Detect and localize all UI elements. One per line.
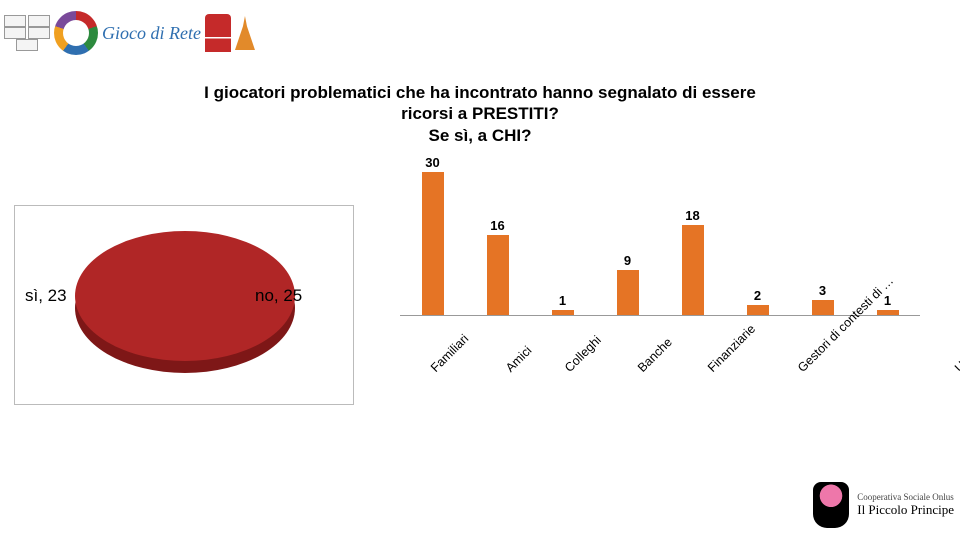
bar-plot: 30161918231	[400, 155, 920, 315]
header-logos: Gioco di Rete	[4, 4, 344, 62]
bar	[812, 300, 834, 315]
bar-category: Usura	[952, 341, 960, 434]
bar-value: 30	[425, 155, 439, 170]
tower-logo	[235, 16, 255, 50]
bar-category: Finanziarie	[705, 322, 818, 435]
sponsor-logos	[4, 15, 50, 51]
bar-value: 16	[490, 218, 504, 233]
coop-name: Il Piccolo Principe	[857, 503, 954, 517]
bar-slot: 3	[790, 155, 855, 315]
bar-value: 18	[685, 208, 699, 223]
bar-slot: 2	[725, 155, 790, 315]
bar	[422, 172, 444, 315]
bar-slot: 18	[660, 155, 725, 315]
bar-category: Familiari	[428, 332, 531, 435]
bar-xlabels: FamiliariAmiciColleghiBancheFinanziarieG…	[400, 323, 920, 463]
brand-logo	[54, 11, 98, 55]
slide-title: I giocatori problematici che ha incontra…	[0, 82, 960, 146]
pie-label-si: sì, 23	[25, 286, 67, 306]
bar	[747, 305, 769, 315]
bar	[617, 270, 639, 315]
ribbon-logo	[205, 14, 231, 52]
brand-name: Gioco di Rete	[102, 23, 201, 44]
pie-label-no: no, 25	[255, 286, 302, 306]
bar-value: 1	[559, 293, 566, 308]
ring-icon	[54, 11, 98, 55]
bar-slot: 16	[465, 155, 530, 315]
bar	[682, 225, 704, 315]
bar-slot: 30	[400, 155, 465, 315]
bar-axis	[400, 315, 920, 316]
footer-logo: Cooperativa Sociale Onlus Il Piccolo Pri…	[754, 476, 954, 534]
brand-text-wrap: Gioco di Rete	[102, 23, 201, 44]
bar-value: 2	[754, 288, 761, 303]
title-line3: Se sì, a CHI?	[0, 125, 960, 146]
bar-slot: 1	[530, 155, 595, 315]
bar-value: 3	[819, 283, 826, 298]
fairy-icon	[813, 482, 849, 528]
bar-value: 9	[624, 253, 631, 268]
pie-chart: sì, 23 no, 25	[14, 205, 354, 405]
title-line1: I giocatori problematici che ha incontra…	[0, 82, 960, 103]
footer-text: Cooperativa Sociale Onlus Il Piccolo Pri…	[857, 493, 954, 517]
bar	[487, 235, 509, 315]
title-line2: ricorsi a PRESTITI?	[0, 103, 960, 124]
bar-chart: 30161918231 FamiliariAmiciColleghiBanche…	[380, 155, 950, 465]
bar-slot: 9	[595, 155, 660, 315]
